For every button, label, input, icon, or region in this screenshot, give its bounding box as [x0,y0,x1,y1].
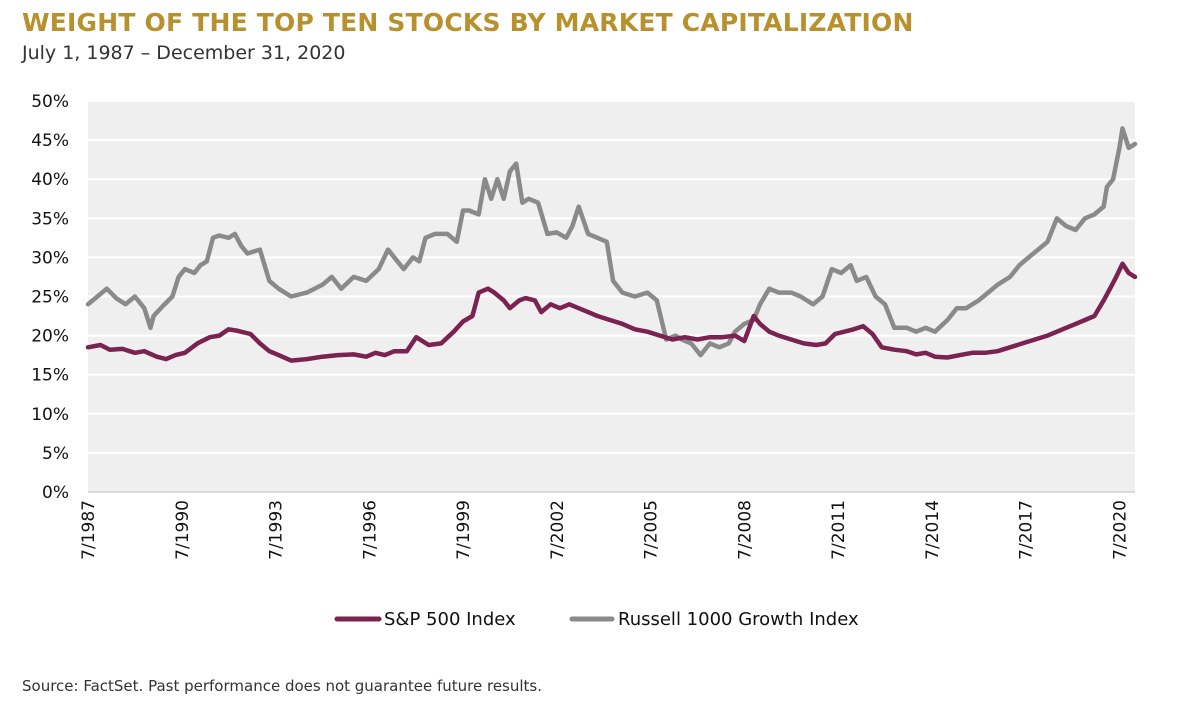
y-tick-label: 0% [42,483,69,503]
y-tick-label: 25% [31,288,69,308]
y-tick-label: 40% [31,170,69,190]
x-tick-label: 7/1987 [79,500,99,560]
x-tick-label: 7/1999 [454,500,474,560]
x-tick-label: 7/1990 [173,500,193,560]
y-tick-label: 15% [31,366,69,386]
x-tick-label: 7/2014 [923,500,943,560]
legend: S&P 500 Index Russell 1000 Growth Index [334,609,859,630]
series-lines [85,126,1138,363]
x-tick-label: 7/1996 [360,500,380,560]
legend-label: S&P 500 Index [384,609,516,630]
x-tick-label: 7/2020 [1110,500,1130,560]
y-tick-label: 5% [42,444,69,464]
y-tick-label: 30% [31,248,69,268]
y-tick-label: 20% [31,327,69,347]
x-tick-label: 7/1993 [267,500,287,560]
x-tick-label: 7/2005 [642,500,662,560]
chart-title: WEIGHT OF THE TOP TEN STOCKS BY MARKET C… [22,8,914,37]
x-tick-label: 7/2011 [829,500,849,560]
x-tick-label: 7/2008 [735,500,755,560]
x-tick-label: 7/2017 [1017,500,1037,560]
y-tick-label: 10% [31,405,69,425]
y-tick-label: 50% [31,92,69,112]
series-line-russell1000growth [85,126,1138,358]
y-tick-label: 45% [31,131,69,151]
chart-subtitle: July 1, 1987 – December 31, 2020 [22,42,346,64]
legend-label: Russell 1000 Growth Index [618,609,859,630]
y-tick-label: 35% [31,209,69,229]
x-tick-label: 7/2002 [548,500,568,560]
source-note: Source: FactSet. Past performance does n… [22,677,543,695]
series-line-sp500 [85,261,1138,363]
y-axis: 0% 5% 10% 15% 20% 25% 30% 35% 40% 45% 50% [31,92,69,503]
x-axis: 7/1987 7/1990 7/1993 7/1996 7/1999 7/2002 7/20… [79,491,1135,560]
